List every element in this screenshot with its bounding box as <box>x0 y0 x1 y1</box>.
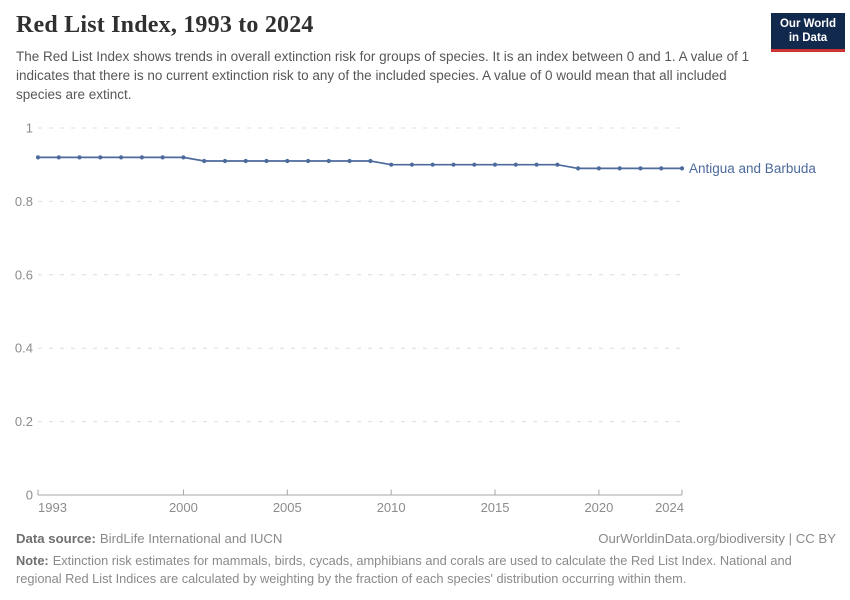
data-point-1997[interactable] <box>119 155 124 160</box>
data-point-2006[interactable] <box>306 158 311 164</box>
owid-logo-line1: Our World <box>779 18 836 30</box>
x-tick-label-2010: 2010 <box>377 500 406 515</box>
data-point-2004[interactable] <box>264 158 269 164</box>
x-tick-label-2005: 2005 <box>273 500 302 515</box>
x-tick-label-2000: 2000 <box>169 500 198 515</box>
data-point-1993[interactable] <box>35 155 41 160</box>
page-title: Red List Index, 1993 to 2024 <box>16 12 314 38</box>
x-tick-label-2024: 2024 <box>655 500 684 515</box>
note-text: Extinction risk estimates for mammals, b… <box>16 553 792 586</box>
chart-canvas[interactable]: 0 0.2 0.4 0.6 0.8 1 1993 2000 2005 2010 2015 2020 20… <box>0 118 850 518</box>
data-point-2024[interactable] <box>679 166 685 171</box>
line-antigua-and-barbuda[interactable] <box>38 156 682 170</box>
owid-logo[interactable]: Our World in Data <box>771 13 845 52</box>
y-tick-label-0.4: 0.4 <box>15 341 33 356</box>
chart-subtitle: The Red List Index shows trends in overa… <box>16 49 750 102</box>
data-point-2014[interactable] <box>472 162 477 167</box>
credit-link[interactable]: OurWorldinData.org/biodiversity | CC BY <box>598 531 836 546</box>
y-tick-label-0.6: 0.6 <box>15 267 33 282</box>
data-point-1994[interactable] <box>56 155 61 160</box>
y-tick-label-1: 1 <box>26 121 33 136</box>
data-point-1999[interactable] <box>160 155 165 160</box>
data-source-text: BirdLife International and IUCN <box>99 531 283 546</box>
data-point-2005[interactable] <box>285 158 290 164</box>
data-point-2010[interactable] <box>389 162 394 167</box>
x-tick-label-1993: 1993 <box>38 500 67 515</box>
data-point-2007[interactable] <box>326 158 331 164</box>
y-tick-label-0.2: 0.2 <box>15 414 33 429</box>
owid-logo-line2: in Data <box>788 32 828 45</box>
data-point-2000[interactable] <box>181 155 186 160</box>
data-point-2020[interactable] <box>596 166 602 171</box>
y-tick-label-0: 0 <box>26 488 33 503</box>
data-point-2008[interactable] <box>347 158 352 164</box>
data-point-2017[interactable] <box>534 162 539 167</box>
note-label: Note: <box>16 553 49 568</box>
data-point-2012[interactable] <box>430 162 435 167</box>
data-point-2002[interactable] <box>222 158 228 164</box>
data-point-2015[interactable] <box>492 162 498 167</box>
data-point-2001[interactable] <box>202 158 207 164</box>
data-point-2018[interactable] <box>555 162 560 167</box>
data-point-2019[interactable] <box>576 166 581 171</box>
data-point-2003[interactable] <box>243 158 248 164</box>
y-tick-label-0.8: 0.8 <box>15 194 33 209</box>
data-point-1996[interactable] <box>98 155 103 160</box>
data-point-1998[interactable] <box>139 155 144 160</box>
data-point-2023[interactable] <box>659 166 664 171</box>
data-point-2022[interactable] <box>638 166 643 171</box>
data-point-2021[interactable] <box>617 166 622 171</box>
x-tick-label-2015: 2015 <box>481 500 510 515</box>
data-point-1995[interactable] <box>77 155 82 160</box>
data-point-2009[interactable] <box>368 158 373 164</box>
x-tick-label-2020: 2020 <box>584 500 613 515</box>
data-source: Data source: BirdLife International and I… <box>16 531 282 546</box>
data-point-2011[interactable] <box>409 162 414 167</box>
data-point-2016[interactable] <box>513 162 518 167</box>
series-label-antigua-and-barbuda[interactable]: Antigua and Barbuda <box>689 161 816 176</box>
data-point-2013[interactable] <box>451 162 456 167</box>
chart-note: Note: Extinction risk estimates for mamma… <box>16 552 808 587</box>
data-source-label: Data source: <box>16 531 96 546</box>
